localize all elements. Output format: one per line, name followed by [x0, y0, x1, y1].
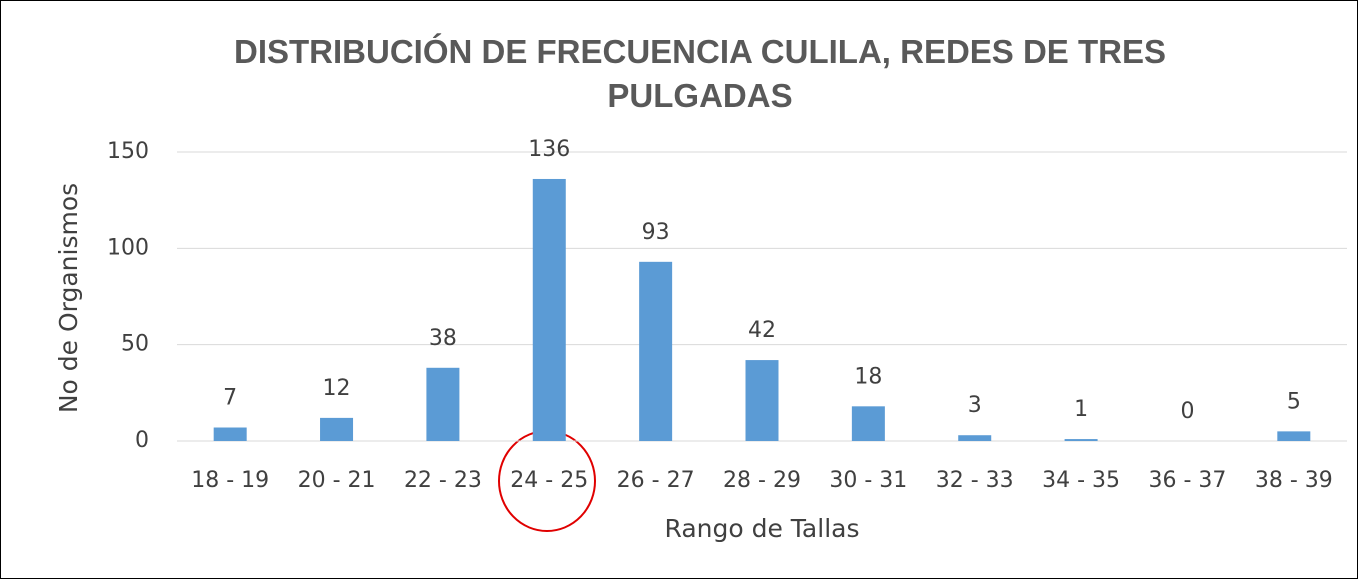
bar: [426, 367, 460, 441]
bar: [532, 178, 566, 441]
data-label: 12: [323, 376, 351, 401]
y-tick-label: 0: [135, 428, 149, 453]
data-label: 18: [854, 364, 882, 389]
bar: [745, 360, 779, 441]
x-tick-label: 28 - 29: [723, 468, 801, 493]
bar: [1277, 431, 1311, 441]
data-label: 42: [748, 318, 776, 343]
bar: [851, 406, 885, 441]
x-tick-label: 24 - 25: [510, 468, 588, 493]
data-label: 0: [1180, 399, 1194, 424]
x-tick-label: 32 - 33: [936, 468, 1014, 493]
bar: [639, 261, 673, 441]
bar: [958, 435, 992, 441]
x-tick-label: 18 - 19: [191, 468, 269, 493]
x-tick-label: 30 - 31: [829, 468, 907, 493]
y-tick-label: 150: [107, 139, 149, 164]
x-tick-label: 36 - 37: [1148, 468, 1226, 493]
y-tick-label: 100: [107, 235, 149, 260]
x-tick-label: 20 - 21: [298, 468, 376, 493]
bar: [213, 427, 247, 441]
x-tick-label: 34 - 35: [1042, 468, 1120, 493]
x-axis-label: Rango de Tallas: [665, 514, 860, 543]
bar: [1064, 439, 1098, 441]
data-label: 3: [968, 393, 982, 418]
data-label: 1: [1074, 397, 1088, 422]
data-label: 93: [642, 220, 670, 245]
data-label: 136: [528, 137, 570, 162]
data-label: 7: [223, 386, 237, 411]
bar: [320, 417, 354, 441]
y-tick-label: 50: [121, 332, 149, 357]
x-tick-label: 22 - 23: [404, 468, 482, 493]
data-label: 38: [429, 326, 457, 351]
x-tick-label: 38 - 39: [1255, 468, 1333, 493]
chart-title: DISTRIBUCIÓN DE FRECUENCIA CULILA, REDES…: [234, 33, 1166, 114]
data-label: 5: [1287, 389, 1301, 414]
x-tick-label: 26 - 27: [617, 468, 695, 493]
y-axis-label: No de Organismos: [54, 183, 83, 413]
